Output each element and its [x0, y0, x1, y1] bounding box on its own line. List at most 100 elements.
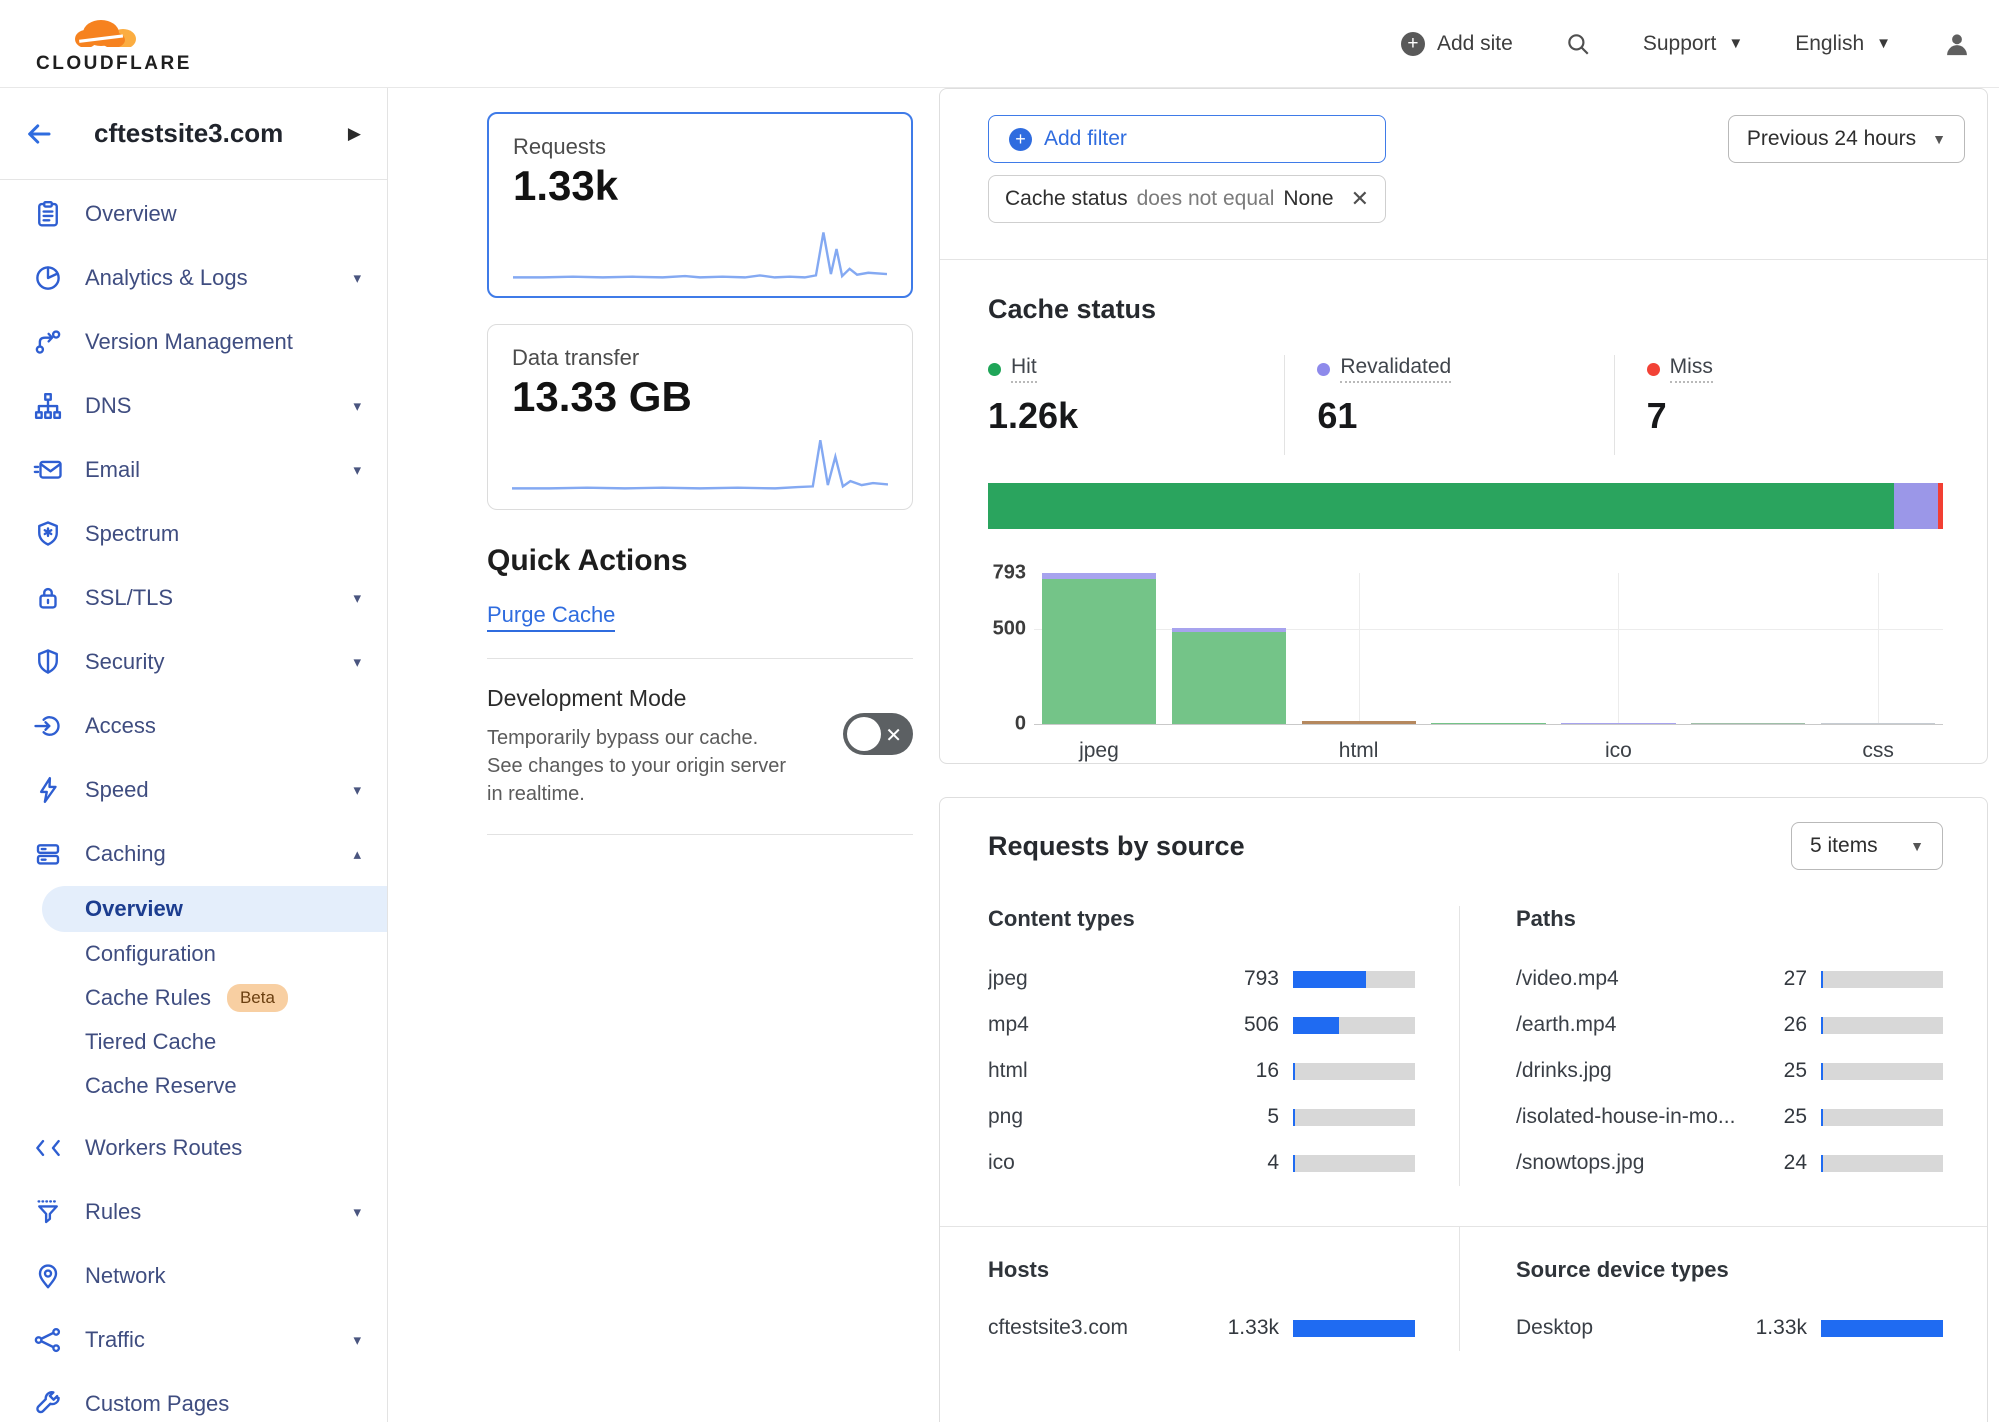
sidebar-item-label: Access: [85, 713, 156, 738]
stat-revalidated: Revalidated 61: [1284, 355, 1613, 455]
stat-label[interactable]: Miss: [1669, 355, 1713, 383]
stacked-segment-hit: [988, 483, 1895, 529]
cache-status-stats: Hit 1.26k Revalidated 61 Miss 7: [988, 355, 1943, 455]
row-bar-track: [1293, 1319, 1415, 1337]
add-filter-button[interactable]: + Add filter: [988, 115, 1387, 163]
data-transfer-metric-card[interactable]: Data transfer 13.33 GB: [487, 324, 913, 510]
table-row[interactable]: jpeg 793: [988, 956, 1415, 1002]
gridline: [1618, 573, 1620, 724]
clipboard-icon: [33, 199, 63, 229]
sidebar-item-access[interactable]: Access: [0, 694, 387, 758]
bar-html[interactable]: [1301, 720, 1416, 724]
table-row[interactable]: /drinks.jpg 25: [1516, 1048, 1943, 1094]
cache-status-stacked-bar: [988, 483, 1943, 529]
development-mode-toggle[interactable]: ✕: [843, 713, 913, 755]
gridline: [1878, 573, 1880, 724]
stat-label[interactable]: Hit: [1011, 355, 1037, 383]
requests-by-source-title: Requests by source: [988, 830, 1245, 861]
row-value: 506: [1243, 1013, 1279, 1036]
stat-value: 61: [1317, 395, 1358, 436]
bar-css[interactable]: [1820, 722, 1936, 724]
account-menu[interactable]: [1943, 30, 1971, 58]
cloudflare-logo[interactable]: CLOUDFLARE: [36, 13, 192, 75]
row-bar-fill: [1293, 1108, 1295, 1126]
table-row[interactable]: /earth.mp4 26: [1516, 1002, 1943, 1048]
table-row[interactable]: ico 4: [988, 1140, 1415, 1186]
sidebar-item-custom-pages[interactable]: Custom Pages: [0, 1372, 387, 1422]
bar-unlabeled[interactable]: [1431, 722, 1546, 724]
cache-status-section: Cache status Hit 1.26k Revalidated 61 Miss 7 …: [940, 260, 1987, 763]
cache-status-filter-chip[interactable]: Cache status does not equal None ✕: [988, 175, 1387, 223]
hosts-section: Hosts cftestsite3.com 1.33k Source device…: [940, 1226, 1987, 1351]
sidebar-item-rules[interactable]: Rules ▾: [0, 1180, 387, 1244]
table-row[interactable]: html 16: [988, 1048, 1415, 1094]
search-icon: [1565, 31, 1591, 57]
sidebar-item-ssl-tls[interactable]: SSL/TLS ▾: [0, 566, 387, 630]
items-count-dropdown[interactable]: 5 items ▼: [1791, 822, 1943, 870]
share-nodes-icon: [33, 1325, 63, 1355]
filter-left: + Add filter Cache status does not equal…: [988, 115, 1387, 223]
bar-segment-hit: [1041, 578, 1157, 724]
bar-ico[interactable]: [1561, 722, 1676, 724]
sidebar-subitem-cache-rules[interactable]: Cache Rules Beta: [0, 976, 387, 1020]
chevron-right-icon[interactable]: ▶: [347, 123, 361, 143]
sidebar-item-version-management[interactable]: Version Management: [0, 310, 387, 374]
sidebar-item-workers-routes[interactable]: Workers Routes: [0, 1116, 387, 1180]
back-arrow-icon[interactable]: [24, 119, 54, 149]
sidebar-item-spectrum[interactable]: Spectrum: [0, 502, 387, 566]
row-label: /drinks.jpg: [1516, 1059, 1612, 1082]
add-site-button[interactable]: + Add site: [1400, 31, 1513, 56]
stat-hit: Hit 1.26k: [988, 355, 1284, 455]
table-row[interactable]: cftestsite3.com 1.33k: [988, 1305, 1415, 1351]
sidebar-item-overview[interactable]: Overview: [0, 182, 387, 246]
table-row[interactable]: /video.mp4 27: [1516, 956, 1943, 1002]
table-row[interactable]: png 5: [988, 1094, 1415, 1140]
sidebar-subitem-tiered-cache[interactable]: Tiered Cache: [0, 1020, 387, 1064]
row-bar-track: [1821, 1062, 1943, 1080]
sidebar-item-traffic[interactable]: Traffic ▾: [0, 1308, 387, 1372]
row-value: 26: [1783, 1013, 1807, 1036]
bar-unlabeled[interactable]: [1691, 722, 1806, 724]
sidebar-item-caching[interactable]: Caching ▴: [0, 822, 387, 886]
stat-label[interactable]: Revalidated: [1340, 355, 1452, 383]
requests-metric-card[interactable]: Requests 1.33k: [487, 112, 913, 298]
beta-badge: Beta: [226, 984, 288, 1012]
source-device-types-table: Source device types Desktop 1.33k: [1460, 1227, 1987, 1351]
remove-filter-icon[interactable]: ✕: [1350, 186, 1370, 211]
sidebar-item-speed[interactable]: Speed ▾: [0, 758, 387, 822]
bar-unlabeled[interactable]: [1171, 627, 1286, 724]
row-bar-track: [1293, 1108, 1415, 1126]
sidebar-item-security[interactable]: Security ▾: [0, 630, 387, 694]
chart-plot-area: [1034, 573, 1943, 725]
support-menu[interactable]: Support ▼: [1643, 32, 1743, 56]
hosts-table: Hosts cftestsite3.com 1.33k: [940, 1227, 1459, 1351]
sidebar-item-analytics-logs[interactable]: Analytics & Logs ▾: [0, 246, 387, 310]
sidebar-item-dns[interactable]: DNS ▾: [0, 374, 387, 438]
chevron-down-icon: ▾: [353, 782, 361, 799]
bar-slot: [1424, 573, 1554, 724]
sidebar-item-network[interactable]: Network: [0, 1244, 387, 1308]
table-row[interactable]: /isolated-house-in-mo... 25: [1516, 1094, 1943, 1140]
sidebar-subitem-overview[interactable]: Overview: [42, 886, 387, 932]
sidebar-subitem-configuration[interactable]: Configuration: [0, 932, 387, 976]
language-menu[interactable]: English ▼: [1795, 32, 1891, 56]
sidebar-subitem-cache-reserve[interactable]: Cache Reserve: [0, 1064, 387, 1108]
table-row[interactable]: Desktop 1.33k: [1516, 1305, 1943, 1351]
development-mode-section: Development Mode Temporarily bypass our …: [487, 685, 913, 808]
bar-jpeg[interactable]: [1041, 573, 1157, 724]
code-brackets-icon: [33, 1133, 63, 1163]
row-value: 5: [1267, 1105, 1279, 1128]
row-bar-fill: [1293, 1016, 1340, 1034]
stacked-segment-revalidated: [1894, 483, 1938, 529]
table-row[interactable]: mp4 506: [988, 1002, 1415, 1048]
bar-slot: [1553, 573, 1683, 724]
bar-slot: [1294, 573, 1424, 724]
sidebar-item-email[interactable]: Email ▾: [0, 438, 387, 502]
search-button[interactable]: [1565, 31, 1591, 57]
purge-cache-link[interactable]: Purge Cache: [487, 602, 616, 632]
sidebar-item-label: Email: [85, 457, 141, 482]
toggle-off-x-icon: ✕: [885, 725, 902, 747]
time-range-dropdown[interactable]: Previous 24 hours ▼: [1727, 115, 1965, 163]
table-row[interactable]: /snowtops.jpg 24: [1516, 1140, 1943, 1186]
row-bar-track: [1821, 1016, 1943, 1034]
